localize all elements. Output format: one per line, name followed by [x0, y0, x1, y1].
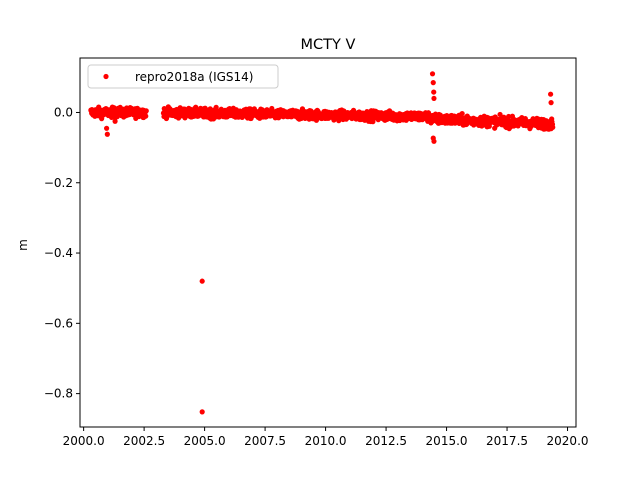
data-point — [199, 409, 205, 415]
data-point — [430, 80, 436, 86]
data-point — [431, 138, 437, 144]
x-tick-label: 2002.5 — [123, 434, 165, 448]
x-tick-label: 2005.0 — [184, 434, 226, 448]
x-tick-label: 2017.5 — [486, 434, 528, 448]
data-point — [497, 111, 503, 118]
data-point — [431, 95, 437, 102]
x-tick-label: 2020.0 — [547, 434, 589, 448]
data-point — [143, 108, 149, 114]
data-point — [112, 118, 118, 124]
legend-label: repro2018a (IGS14) — [135, 70, 253, 84]
x-tick-label: 2012.5 — [365, 434, 407, 448]
plot-area: 2000.0 2002.5 2005.0 2007.5 2010.0 2012.5 2015… — [44, 57, 589, 448]
legend-marker — [103, 73, 109, 80]
data-point — [104, 125, 110, 131]
data-point — [99, 116, 105, 122]
data-point — [425, 110, 432, 116]
y-axis-label: m — [16, 239, 30, 251]
y-tick-label: −0.8 — [44, 387, 73, 401]
y-tick-label: 0.0 — [54, 105, 73, 119]
data-point — [431, 89, 437, 95]
legend-box — [87, 64, 279, 89]
data-point — [104, 131, 110, 137]
data-point — [548, 91, 554, 97]
x-tick-label: 2010.0 — [305, 434, 347, 448]
y-tick-label: −0.4 — [44, 246, 73, 260]
data-point — [506, 113, 512, 120]
data-point — [199, 278, 205, 284]
x-tick-label: 2000.0 — [63, 434, 105, 448]
data-point — [550, 124, 556, 130]
data-point — [429, 71, 436, 77]
y-tick-label: −0.2 — [44, 176, 73, 190]
x-tick-label: 2015.0 — [426, 434, 468, 448]
data-point — [548, 100, 554, 106]
x-tick-label: 2007.5 — [244, 434, 286, 448]
chart-title: MCTY V — [301, 37, 356, 53]
data-point — [143, 113, 149, 119]
plot-frame — [79, 57, 577, 428]
y-tick-label: −0.6 — [44, 316, 73, 330]
data-point — [459, 111, 465, 117]
